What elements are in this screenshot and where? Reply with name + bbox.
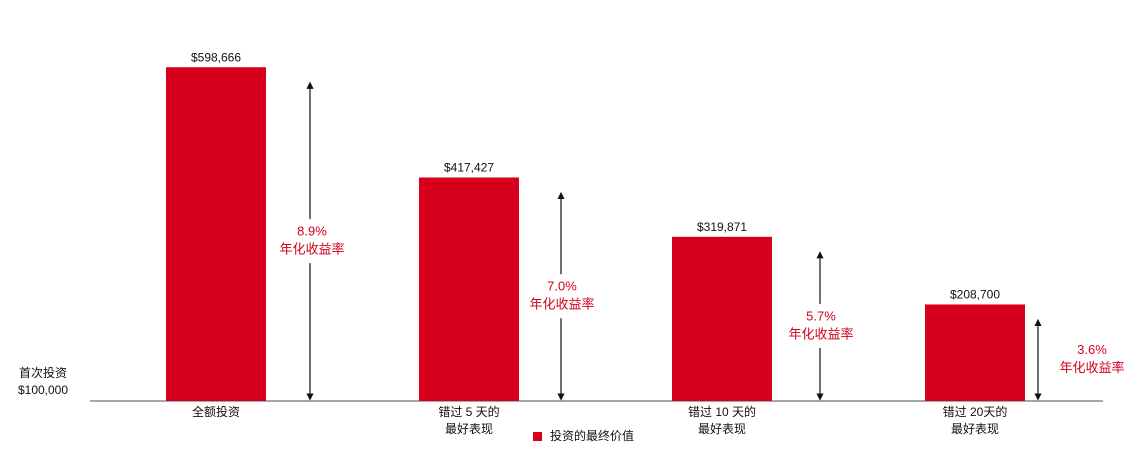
x-tick-label: 全额投资 bbox=[192, 404, 240, 419]
annotation: 7.0% bbox=[547, 279, 577, 294]
x-tick-label: 错过 20天的 bbox=[943, 404, 1008, 419]
value-label: $598,666 bbox=[191, 50, 241, 64]
annotation: 8.9% bbox=[297, 224, 327, 239]
x-tick-label: 最好表现 bbox=[698, 422, 746, 436]
arrow-gap bbox=[558, 274, 564, 319]
bar bbox=[925, 304, 1025, 401]
arrow-gap bbox=[307, 219, 313, 264]
x-tick-label: 最好表现 bbox=[951, 422, 999, 436]
x-tick-label: 错过 5 天的 bbox=[438, 404, 499, 419]
annotation: 年化收益率 bbox=[788, 326, 853, 341]
x-tick-label: 错过 10 天的 bbox=[688, 404, 756, 419]
annotation: 3.6% bbox=[1077, 342, 1107, 357]
x-tick-label: 最好表现 bbox=[445, 422, 493, 436]
annotation: 年化收益率 bbox=[279, 242, 344, 257]
legend-swatch bbox=[533, 432, 542, 441]
arrow-gap bbox=[817, 303, 823, 348]
legend-label: 投资的最终价值 bbox=[550, 428, 634, 443]
annotation: 5.7% bbox=[806, 308, 836, 323]
baseline-label: $100,000 bbox=[18, 383, 68, 397]
bar bbox=[419, 177, 519, 401]
annotation: 年化收益率 bbox=[1059, 360, 1124, 375]
bar bbox=[672, 236, 772, 401]
value-label: $417,427 bbox=[444, 161, 494, 175]
baseline-label: 首次投资 bbox=[19, 365, 67, 380]
value-label: $208,700 bbox=[950, 288, 1000, 302]
value-label: $319,871 bbox=[697, 220, 747, 234]
annotation: 年化收益率 bbox=[529, 297, 594, 312]
bar bbox=[166, 67, 266, 401]
